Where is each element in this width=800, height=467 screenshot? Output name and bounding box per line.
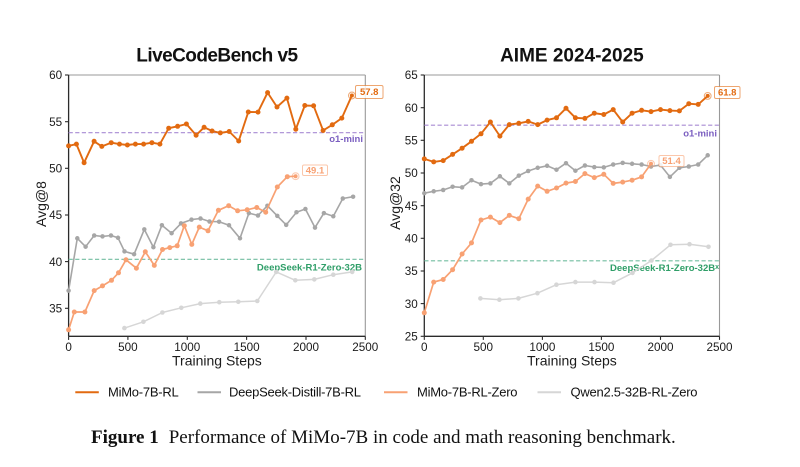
svg-text:49.1: 49.1 xyxy=(306,165,325,176)
svg-text:AIME 2024-2025: AIME 2024-2025 xyxy=(500,45,644,66)
svg-text:500: 500 xyxy=(474,341,494,354)
svg-text:MiMo-7B-RL: MiMo-7B-RL xyxy=(108,385,178,400)
svg-text:DeepSeek-R1-Zero-32B: DeepSeek-R1-Zero-32B xyxy=(257,263,362,274)
svg-text:50: 50 xyxy=(405,167,419,180)
svg-text:55: 55 xyxy=(49,116,63,129)
svg-text:2500: 2500 xyxy=(706,341,733,354)
svg-text:25: 25 xyxy=(405,331,419,344)
svg-text:55: 55 xyxy=(405,135,419,148)
svg-text:0: 0 xyxy=(65,341,72,354)
svg-text:MiMo-7B-RL-Zero: MiMo-7B-RL-Zero xyxy=(417,385,517,400)
svg-text:40: 40 xyxy=(405,233,419,246)
svg-text:57.8: 57.8 xyxy=(360,87,379,98)
svg-text:o1-mini: o1-mini xyxy=(329,134,363,145)
svg-text:Qwen2.5-32B-RL-Zero: Qwen2.5-32B-RL-Zero xyxy=(571,385,698,400)
svg-text:2000: 2000 xyxy=(647,341,674,354)
svg-text:50: 50 xyxy=(49,163,63,176)
svg-text:40: 40 xyxy=(49,256,63,269)
svg-text:61.8: 61.8 xyxy=(718,88,737,99)
svg-text:Avg@8: Avg@8 xyxy=(33,181,49,227)
svg-text:DeepSeek-R1-Zero-32Bx: DeepSeek-R1-Zero-32Bx xyxy=(610,263,719,274)
svg-text:65: 65 xyxy=(405,69,419,82)
svg-text:30: 30 xyxy=(405,298,419,311)
svg-text:Training Steps: Training Steps xyxy=(527,353,617,369)
svg-text:o1-mini: o1-mini xyxy=(683,129,717,140)
svg-text:Avg@32: Avg@32 xyxy=(387,176,403,230)
svg-text:0: 0 xyxy=(421,341,428,354)
svg-text:1000: 1000 xyxy=(529,341,556,354)
svg-text:2500: 2500 xyxy=(352,341,379,354)
svg-text:35: 35 xyxy=(405,265,419,278)
svg-text:1500: 1500 xyxy=(588,341,615,354)
svg-text:1500: 1500 xyxy=(234,341,261,354)
svg-text:60: 60 xyxy=(49,69,63,82)
svg-text:45: 45 xyxy=(405,200,419,213)
svg-text:45: 45 xyxy=(49,209,63,222)
svg-text:1000: 1000 xyxy=(174,341,201,354)
svg-text:2000: 2000 xyxy=(293,341,320,354)
svg-text:LiveCodeBench v5: LiveCodeBench v5 xyxy=(136,45,298,66)
svg-text:51.4: 51.4 xyxy=(662,156,681,167)
svg-text:60: 60 xyxy=(405,102,419,115)
svg-text:500: 500 xyxy=(118,341,138,354)
svg-text:Training Steps: Training Steps xyxy=(172,353,262,369)
svg-text:35: 35 xyxy=(49,303,63,316)
svg-text:DeepSeek-Distill-7B-RL: DeepSeek-Distill-7B-RL xyxy=(229,385,361,400)
